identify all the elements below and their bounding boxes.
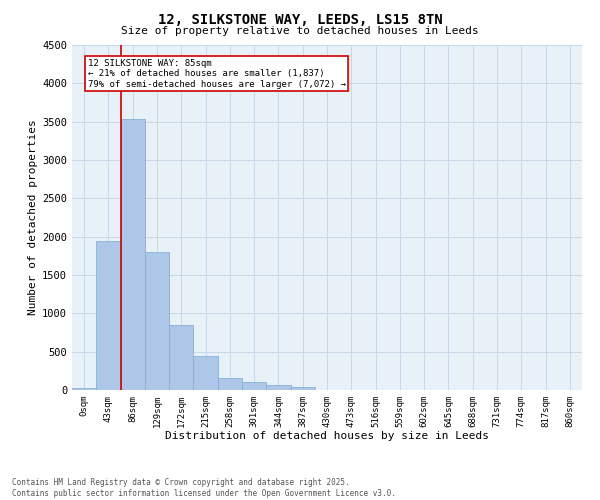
Bar: [145, 252, 169, 390]
Text: Size of property relative to detached houses in Leeds: Size of property relative to detached ho…: [121, 26, 479, 36]
Bar: [290, 387, 315, 390]
Text: 12 SILKSTONE WAY: 85sqm
← 21% of detached houses are smaller (1,837)
79% of semi: 12 SILKSTONE WAY: 85sqm ← 21% of detache…: [88, 59, 346, 88]
Bar: [169, 325, 193, 390]
Bar: [193, 356, 218, 390]
Y-axis label: Number of detached properties: Number of detached properties: [28, 120, 38, 316]
X-axis label: Distribution of detached houses by size in Leeds: Distribution of detached houses by size …: [165, 432, 489, 442]
Text: Contains HM Land Registry data © Crown copyright and database right 2025.
Contai: Contains HM Land Registry data © Crown c…: [12, 478, 396, 498]
Bar: [266, 386, 290, 390]
Bar: [242, 382, 266, 390]
Bar: [72, 388, 96, 390]
Text: 12, SILKSTONE WAY, LEEDS, LS15 8TN: 12, SILKSTONE WAY, LEEDS, LS15 8TN: [158, 12, 442, 26]
Bar: [218, 378, 242, 390]
Bar: [96, 242, 121, 390]
Bar: [121, 120, 145, 390]
